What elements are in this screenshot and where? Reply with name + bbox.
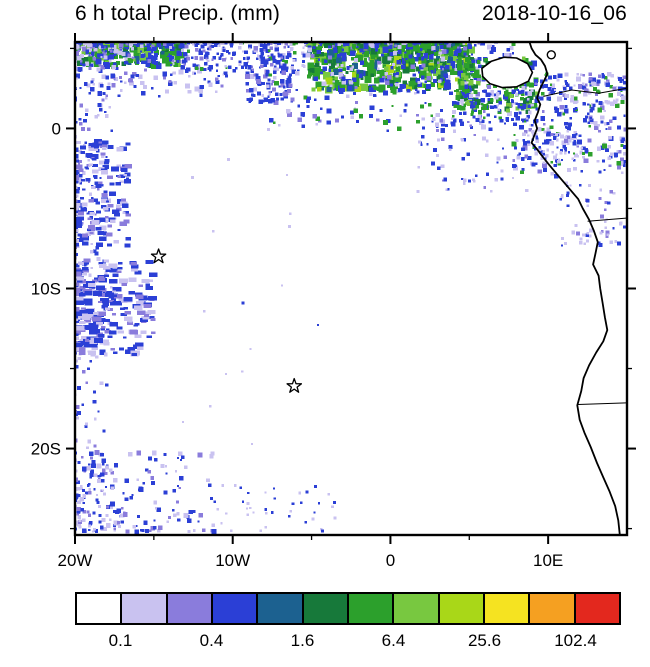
colorbar-cell <box>437 594 483 623</box>
y-tick-label: 0 <box>52 119 61 138</box>
markers <box>150 248 303 393</box>
x-tick-label: 10E <box>533 551 563 570</box>
colorbar-label: 0.4 <box>199 631 224 650</box>
colorbar-cell <box>392 594 438 623</box>
x-tick-label: 0 <box>386 551 395 570</box>
y-tick-label: 20S <box>31 440 61 459</box>
chart-title: 6 h total Precip. (mm) <box>75 2 281 25</box>
colorbar-cell <box>528 594 574 623</box>
colorbar-label: 0.1 <box>108 631 133 650</box>
island-outline <box>481 56 534 89</box>
border-lines <box>543 87 627 405</box>
border-line <box>578 402 627 405</box>
colorbar-labels: 0.1 0.4 1.6 6.4 25.6 102.4 <box>75 631 621 655</box>
chart-timestamp: 2018-10-16_06 <box>481 2 627 25</box>
precip-field <box>76 43 626 534</box>
colorbar-label: 102.4 <box>554 631 597 650</box>
star-marker <box>286 377 303 393</box>
axis-labels: 20W 10W 0 10E 0 10S 20S <box>31 119 564 570</box>
colorbar <box>75 592 621 625</box>
axis-ticks <box>66 33 636 544</box>
colorbar-cell <box>77 594 121 623</box>
colorbar-cell <box>120 594 166 623</box>
colorbar-cell <box>165 594 211 623</box>
colorbar-cell <box>256 594 302 623</box>
border-line <box>543 87 627 97</box>
x-tick-label: 20W <box>58 551 93 570</box>
star-marker <box>150 248 167 264</box>
colorbar-cell <box>482 594 529 623</box>
colorbar-cell <box>346 594 393 623</box>
precip-map: 20W 10W 0 10E 0 10S 20S <box>31 33 636 570</box>
border-line <box>587 217 627 222</box>
title-row: 6 h total Precip. (mm) 2018-10-16_06 <box>75 2 627 26</box>
islet-outline <box>546 50 556 60</box>
x-tick-label: 10W <box>215 551 250 570</box>
colorbar-cell <box>301 594 347 623</box>
coastline-path <box>528 43 621 534</box>
colorbar-label: 25.6 <box>467 631 502 650</box>
colorbar-label: 1.6 <box>290 631 315 650</box>
colorbar-cell <box>573 594 619 623</box>
y-tick-label: 10S <box>31 280 61 299</box>
colorbar-label: 6.4 <box>381 631 406 650</box>
colorbar-cell <box>210 594 257 623</box>
